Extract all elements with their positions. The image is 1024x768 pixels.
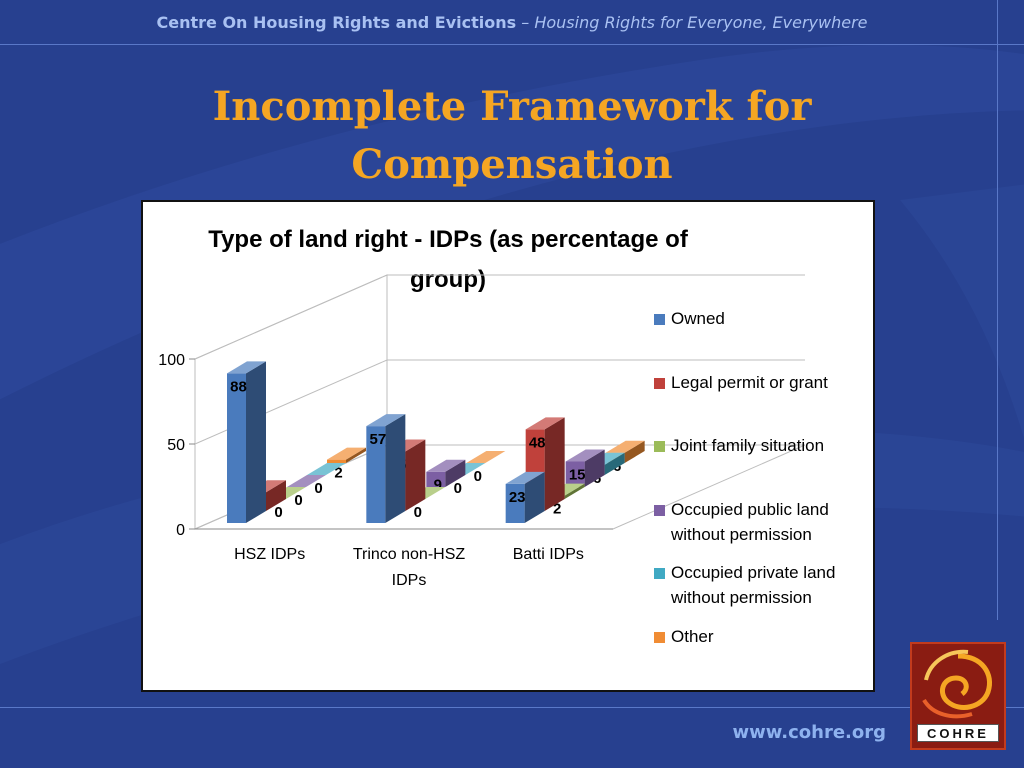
bar-front-face (327, 459, 346, 463)
legend-swatch (654, 441, 665, 452)
data-label: 88 (230, 378, 247, 395)
bar-side-face (544, 417, 565, 511)
x-axis-category-label: Batti IDPs (513, 546, 584, 563)
legend-label: Joint family situation (671, 436, 825, 455)
bar-front-face (505, 483, 525, 523)
data-label: 2 (553, 501, 561, 518)
bar-other (466, 451, 506, 463)
data-label: 23 (509, 489, 526, 506)
bar-side-face (266, 480, 286, 511)
legend-item: Occupied public land without permission (651, 497, 871, 561)
legend-swatch (654, 314, 665, 325)
data-label: 9 (434, 477, 442, 494)
bar-top-face (327, 447, 366, 460)
bar-top-face (426, 459, 466, 472)
bar-owned (366, 414, 406, 523)
data-label: 0 (294, 492, 302, 509)
data-label: 0 (274, 504, 282, 521)
legend-label: Owned (671, 309, 725, 328)
data-label: 15 (569, 467, 586, 484)
bar-top-face (505, 471, 545, 484)
chart-title-line-2: group) (410, 266, 486, 293)
bar-side-face (405, 439, 426, 511)
bar-side-face (564, 483, 585, 499)
slide-title-line-2: Compensation (351, 141, 673, 188)
slide-title: Incomplete Framework for Compensation (0, 78, 1024, 194)
legend-swatch (654, 568, 665, 579)
chart-plot-area: 0501002060060915002113548885723HSZ IDPsT… (158, 274, 806, 589)
organization-name: Centre On Housing Rights and Evictions (156, 13, 517, 32)
y-axis-tick-label: 50 (167, 437, 185, 454)
bar-top-face (287, 475, 326, 487)
slide-header: Centre On Housing Rights and Evictions –… (0, 0, 1024, 45)
legend-item: Occupied private land without permission (651, 560, 871, 624)
bar-occupied-public-land-without-permission (287, 475, 326, 487)
bar-front-face (565, 461, 585, 487)
bar-side-face (524, 471, 545, 523)
bar-side-face (246, 361, 266, 523)
bar-occupied-private-land-without-permission (307, 463, 346, 475)
y-axis-tick-label: 0 (176, 522, 185, 539)
data-label: 0 (314, 480, 322, 497)
legend-label: Other (671, 626, 714, 646)
bar-side-face (604, 452, 625, 475)
logo-text: COHRE (917, 724, 999, 742)
legend-label: Legal permit or grant (671, 372, 828, 392)
bar-occupied-public-land-without-permission (426, 459, 466, 487)
legend-item: Other (651, 624, 871, 688)
cohre-logo: COHRE (910, 642, 1006, 750)
bar-side-face (584, 449, 605, 487)
bar-side-face (624, 440, 645, 463)
bar-occupied-public-land-without-permission (565, 449, 605, 487)
chart-legend: Owned Legal permit or grant Joint family s… (651, 306, 871, 687)
y-axis-tick-label: 100 (158, 352, 185, 369)
bar-top-face (605, 440, 645, 453)
x-axis-category-label: HSZ IDPs (234, 546, 305, 563)
data-label: 0 (414, 504, 422, 521)
data-label: 48 (529, 434, 546, 451)
legend-item: Legal permit or grant (651, 370, 871, 434)
bar-top-face (466, 451, 506, 463)
legend-label: Occupied private land without permission (671, 563, 836, 607)
bar-side-face (385, 414, 406, 523)
legend-item: Joint family situation (651, 433, 871, 497)
bar-front-face (426, 471, 446, 487)
chart-panel: Type of land right - IDPs (as percentage… (141, 200, 875, 692)
background-swoosh (0, 45, 1024, 400)
bar-top-face (525, 417, 565, 430)
bar-top-face (227, 361, 266, 374)
bar-top-face (565, 449, 605, 462)
website-link[interactable]: www.cohre.org (732, 722, 886, 743)
bar-top-face (366, 414, 406, 427)
organization-tagline: Housing Rights for Everyone, Everywhere (534, 13, 868, 32)
bar-other (327, 447, 366, 463)
bar-front-face (227, 373, 246, 523)
legend-swatch (654, 504, 665, 516)
background-swoosh (900, 184, 1024, 439)
gridline (194, 274, 805, 360)
legend-swatch (654, 377, 665, 389)
bar-side-face (445, 459, 466, 487)
bar-top-face (307, 463, 346, 475)
slide-title-line-1: Incomplete Framework for (212, 83, 812, 130)
header-separator: – (516, 13, 535, 32)
x-axis-category-label: Trinco non-HSZ (353, 546, 466, 563)
legend-swatch (654, 631, 665, 643)
bar-owned (505, 471, 545, 523)
bar-owned (227, 361, 266, 523)
data-label: 2 (334, 465, 342, 482)
legend-item: Owned (651, 306, 871, 370)
chart-title-line-1: Type of land right - IDPs (as percentage… (208, 226, 688, 253)
logo-swirl-icon (922, 649, 992, 719)
right-divider-line (997, 0, 998, 620)
legend-label: Occupied public land without permission (671, 499, 829, 544)
bar-side-face (346, 447, 366, 463)
data-label: 0 (474, 468, 482, 485)
x-axis-category-label: IDPs (392, 572, 427, 589)
bar-front-face (366, 426, 386, 523)
data-label: 57 (369, 431, 386, 448)
data-label: 0 (454, 480, 462, 497)
footer-divider-line (0, 707, 1024, 708)
chart-title: Type of land right - IDPs (as percentage… (203, 220, 693, 300)
